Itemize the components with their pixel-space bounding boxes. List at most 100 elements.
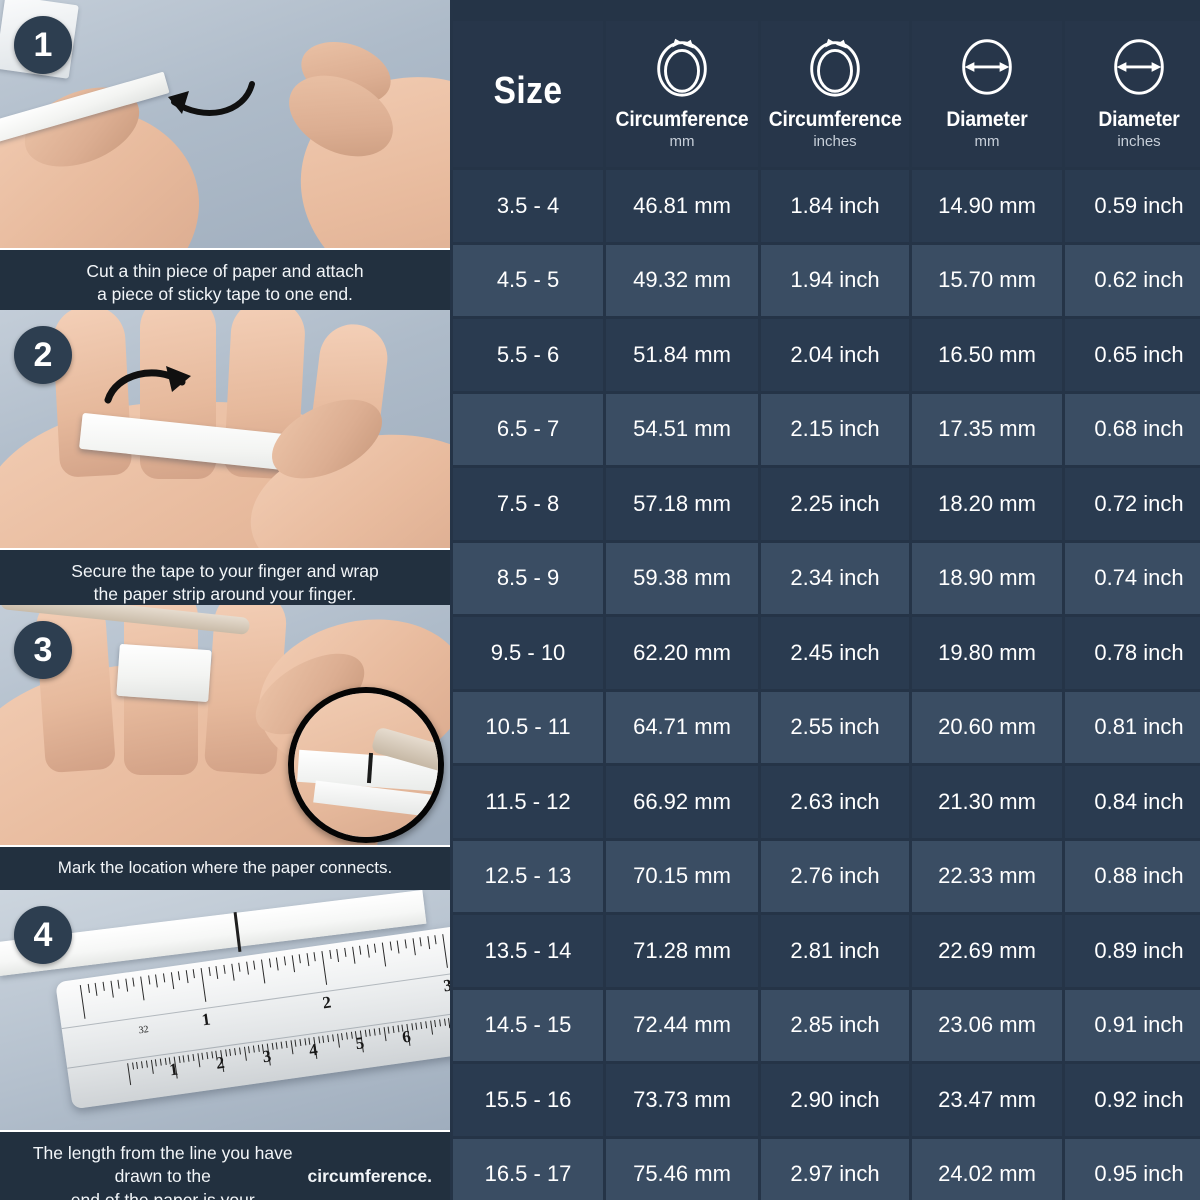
column-header-title: Diameter [1098, 108, 1180, 131]
table-cell: 20.60 mm [912, 691, 1062, 763]
ruler-tick [364, 1029, 367, 1037]
ruler-tick [381, 942, 387, 967]
step-1-illustration: 1 [0, 0, 450, 248]
ruler-tick [162, 973, 166, 983]
table-cell: 62.20 mm [606, 617, 758, 689]
ruler-tick [434, 935, 437, 945]
circle-diameter-arrow-icon [1114, 39, 1164, 95]
ruler-tick [136, 1061, 139, 1069]
ruler-tick [117, 979, 120, 989]
table-row: 14.5 - 15 72.44 mm 2.85 inch 23.06 mm 0.91 i… [453, 989, 1200, 1061]
ruler-tick [420, 1021, 423, 1030]
table-row: 5.5 - 6 51.84 mm 2.04 inch 16.50 mm 0.65 inc… [453, 319, 1200, 391]
ruler-tick [438, 1019, 441, 1027]
ruler-tick [303, 1038, 306, 1046]
ruler-tick [182, 1055, 185, 1063]
ring-size-table: Size Circumference mm [450, 18, 1200, 1200]
ruler-tick [427, 936, 430, 950]
table-row: 3.5 - 4 46.81 mm 1.84 inch 14.90 mm 0.59 inc… [453, 170, 1200, 242]
column-header-title: Diameter [946, 108, 1028, 131]
table-cell: 2.81 inch [761, 915, 909, 987]
step-3-illustration: 3 [0, 605, 450, 845]
ruler-tick [419, 937, 422, 947]
table-header: Size Circumference mm [453, 21, 1200, 167]
ruler-tick [290, 1040, 293, 1055]
ruler-tick [127, 1063, 132, 1086]
table-cell: 75.46 mm [606, 1138, 758, 1200]
step-number-badge-2: 2 [14, 326, 72, 384]
ruler-tick [392, 1025, 395, 1033]
ruler-tick [415, 1022, 418, 1030]
ruler-tick [238, 962, 241, 972]
column-header-title: Circumference [768, 108, 902, 131]
ruler-inch-label: 1 [200, 1009, 212, 1030]
ruler-tick [229, 1048, 232, 1056]
table-cell: 18.90 mm [912, 542, 1062, 614]
table-row: 9.5 - 10 62.20 mm 2.45 inch 19.80 mm 0.78 in… [453, 617, 1200, 689]
ruler-tick [238, 1047, 241, 1055]
table-cell: 2.76 inch [761, 840, 909, 912]
table-cell: 0.84 inch [1065, 766, 1200, 838]
ruler-tick [178, 1055, 181, 1064]
table-cell: 13.5 - 14 [453, 915, 603, 987]
ruler-tick [389, 941, 392, 951]
table-cell: 9.5 - 10 [453, 617, 603, 689]
table-cell: 22.69 mm [912, 915, 1062, 987]
ruler-tick [234, 1048, 237, 1056]
table-cell: 14.5 - 15 [453, 989, 603, 1061]
table-cell: 8.5 - 9 [453, 542, 603, 614]
ruler-tick [378, 1027, 381, 1035]
ruler-tick [285, 1040, 288, 1049]
table-cell: 23.06 mm [912, 989, 1062, 1061]
step-card-3: 3 Mark the location where the paper conn… [0, 605, 450, 890]
ring-size-table-panel: Size Circumference mm [450, 0, 1200, 1200]
table-cell: 59.38 mm [606, 542, 758, 614]
ruler-tick [196, 1053, 200, 1068]
step-number-badge-3: 3 [14, 621, 72, 679]
table-cell: 16.5 - 17 [453, 1138, 603, 1200]
column-header-circumference-inches: Circumference inches [761, 21, 909, 167]
ruler-tick [351, 946, 355, 964]
measuring-steps-panel: 1 Cut a thin piece of paper and attach a … [0, 0, 450, 1200]
ruler-tick [145, 1060, 148, 1068]
ruler-tick [341, 1033, 344, 1041]
ruler-tick [125, 978, 128, 992]
step-4-caption: The length from the line you have drawn … [0, 1130, 450, 1200]
table-cell: 16.50 mm [912, 319, 1062, 391]
table-cell: 0.89 inch [1065, 915, 1200, 987]
table-cell: 3.5 - 4 [453, 170, 603, 242]
ruler-tick [291, 955, 295, 973]
ruler-tick [429, 1020, 433, 1035]
step-2-illustration: 2 [0, 310, 450, 548]
table-cell: 19.80 mm [912, 617, 1062, 689]
table-cell: 2.04 inch [761, 319, 909, 391]
ruler-tick [331, 1034, 334, 1042]
ruler-tick [109, 980, 114, 998]
table-row: 7.5 - 8 57.18 mm 2.25 inch 18.20 mm 0.72 inc… [453, 468, 1200, 540]
ruler-tick [396, 940, 400, 954]
column-header-unit: inches [1117, 133, 1161, 150]
ruler-tick [298, 954, 302, 964]
step-card-2: 2 Secure the tape to your finger and wra… [0, 310, 450, 605]
table-cell: 0.65 inch [1065, 319, 1200, 391]
step-card-1: 1 Cut a thin piece of paper and attach a … [0, 0, 450, 310]
table-cell: 23.47 mm [912, 1064, 1062, 1136]
ruler-tick [159, 1058, 162, 1066]
table-cell: 2.34 inch [761, 542, 909, 614]
ruler-tick [443, 1018, 446, 1026]
wrapped-paper-ring [116, 643, 212, 703]
table-row: 16.5 - 17 75.46 mm 2.97 inch 24.02 mm 0.95 i… [453, 1138, 1200, 1200]
ruler-tick [230, 963, 235, 981]
ruler-tick [170, 972, 174, 990]
ruler-tick [313, 952, 317, 962]
ruler-tick [424, 1021, 427, 1029]
ruler-tick [224, 1049, 227, 1057]
ruler-tick [87, 983, 90, 993]
ruler-inch-label: 2 [321, 992, 333, 1013]
table-cell: 18.20 mm [912, 468, 1062, 540]
ruler-tick [294, 1039, 297, 1047]
table-cell: 0.91 inch [1065, 989, 1200, 1061]
circle-diameter-arrow-icon [962, 39, 1012, 95]
table-row: 4.5 - 5 49.32 mm 1.94 inch 15.70 mm 0.62 inc… [453, 244, 1200, 316]
ruler-tick [383, 1027, 387, 1042]
